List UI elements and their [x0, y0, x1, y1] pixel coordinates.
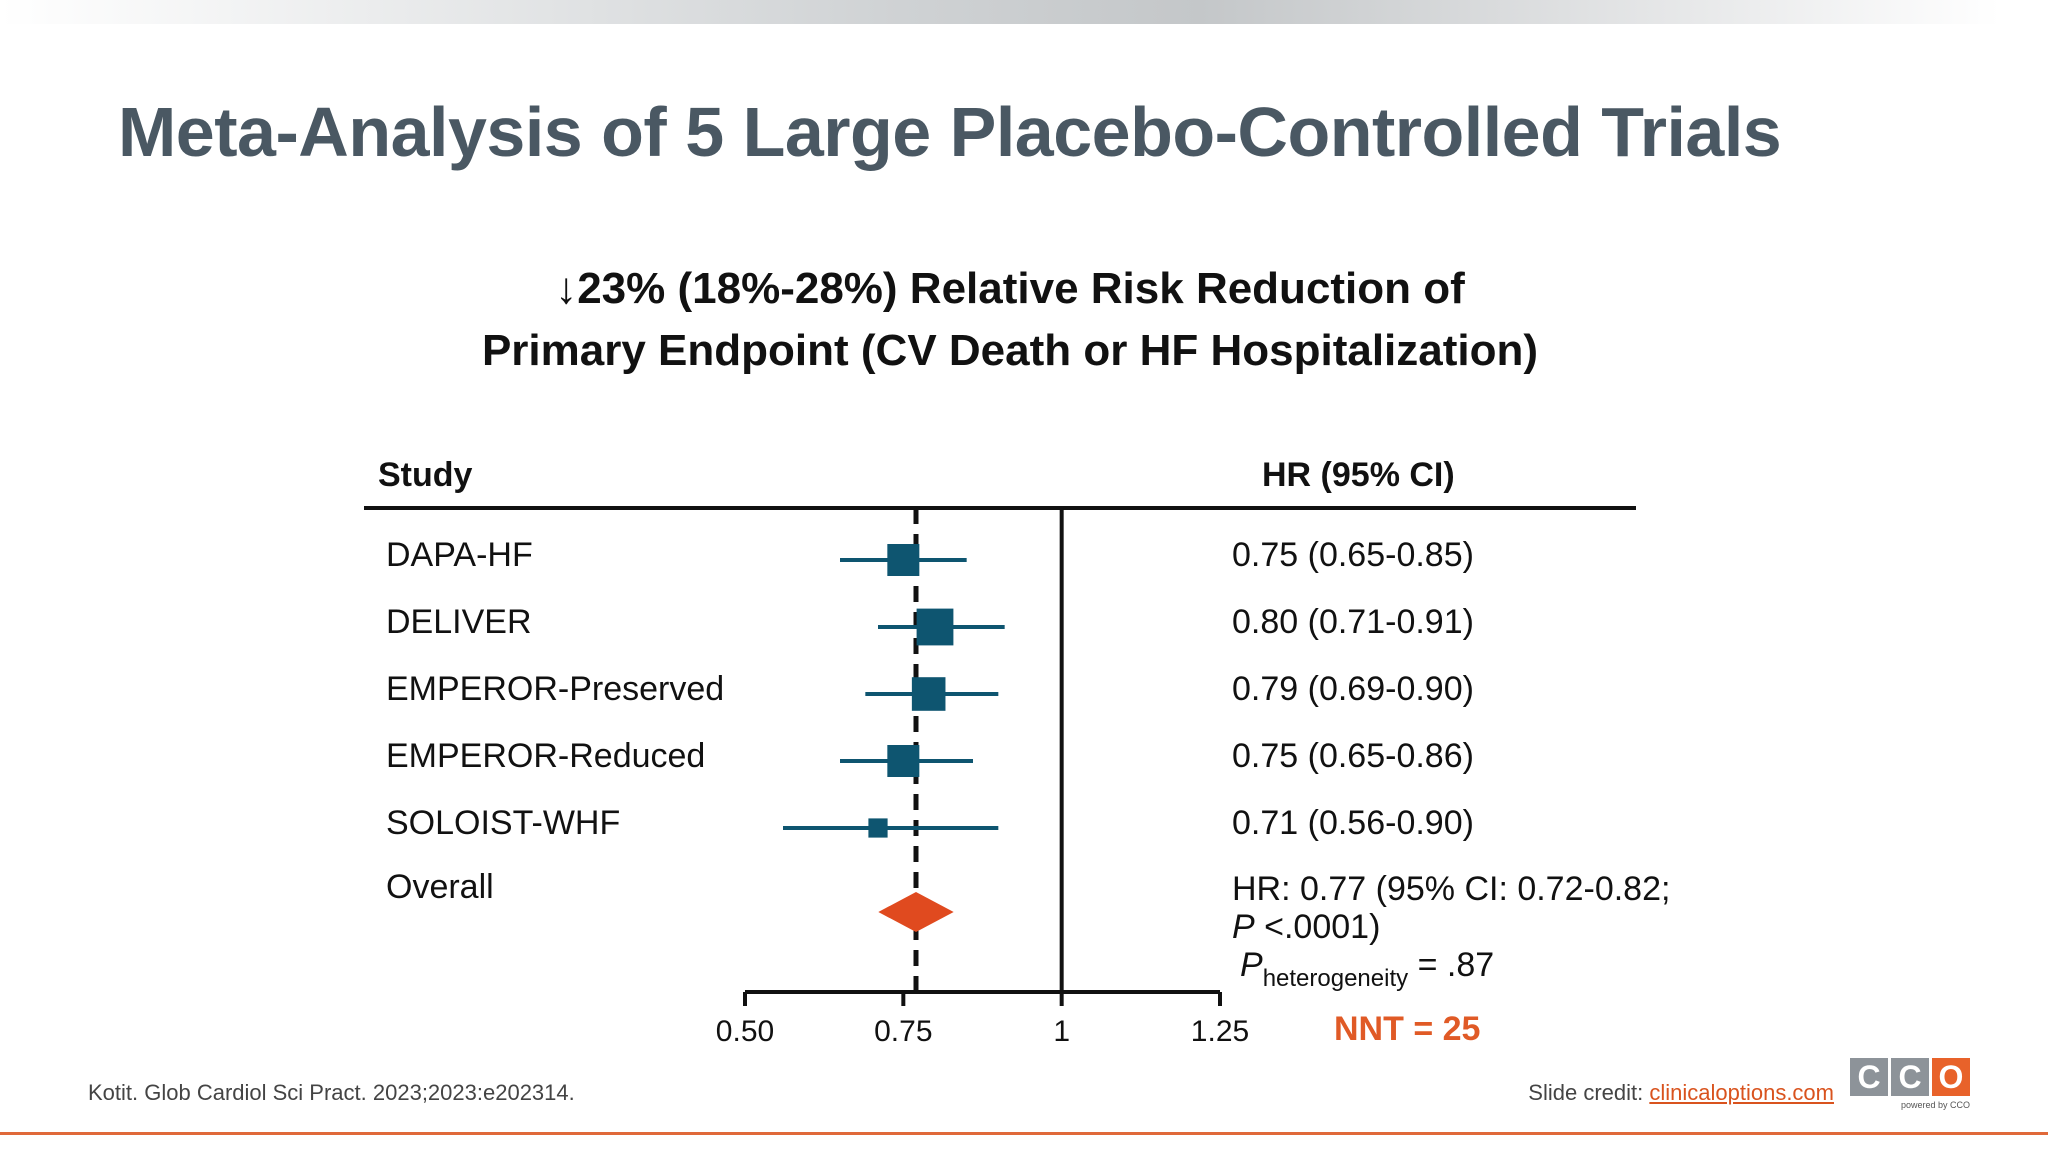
point-estimate-square — [911, 677, 946, 711]
bottom-accent-line — [0, 1132, 2048, 1135]
nnt-label: NNT = 25 — [1334, 1010, 1481, 1048]
overall-p-value: <.0001) — [1254, 908, 1381, 946]
overall-hr-line: HR: 0.77 (95% CI: 0.72-0.82; — [1232, 870, 1671, 908]
credit-link[interactable]: clinicaloptions.com — [1649, 1080, 1834, 1105]
x-tick-label: 1 — [1053, 1015, 1070, 1048]
credit-prefix: Slide credit: — [1528, 1080, 1650, 1105]
top-gradient-band — [0, 0, 2000, 24]
study-hr-ci: 0.79 (0.69-0.90) — [1232, 670, 1474, 708]
study-hr-ci: 0.75 (0.65-0.85) — [1232, 536, 1474, 574]
phet-subscript: heterogeneity — [1262, 965, 1409, 992]
subtitle-line-1: ↓23% (18%-28%) Relative Risk Reduction o… — [555, 264, 1465, 313]
study-column-header: Study — [378, 456, 473, 494]
slide-credit: Slide credit: clinicaloptions.com — [1528, 1080, 1834, 1106]
phet-italic: P — [1240, 946, 1263, 984]
study-hr-ci: 0.75 (0.65-0.86) — [1232, 737, 1474, 775]
overall-result: HR: 0.77 (95% CI: 0.72-0.82; P <.0001) — [1232, 870, 1670, 946]
study-markers — [783, 544, 1005, 838]
study-hr-ci: 0.80 (0.71-0.91) — [1232, 603, 1474, 641]
point-estimate-square — [916, 608, 954, 646]
x-tick-label: 1.25 — [1191, 1015, 1249, 1048]
overall-label: Overall — [386, 868, 494, 906]
phet-value: = .87 — [1408, 946, 1495, 984]
point-estimate-square — [887, 745, 920, 777]
overall-diamond — [878, 892, 954, 932]
logo-letter-o: O — [1932, 1058, 1970, 1096]
point-estimate-square — [887, 544, 920, 576]
overall-p-italic: P — [1232, 908, 1255, 946]
slide-title: Meta-Analysis of 5 Large Placebo-Control… — [118, 93, 1782, 171]
x-tick-label: 0.75 — [874, 1015, 932, 1048]
study-name: EMPEROR-Preserved — [386, 670, 725, 708]
p-heterogeneity: Pheterogeneity = .87 — [1240, 946, 1495, 992]
study-name: DELIVER — [386, 603, 532, 641]
citation: Kotit. Glob Cardiol Sci Pract. 2023;2023… — [88, 1080, 575, 1105]
x-axis: 0.50 0.75 1 1.25 — [716, 990, 1249, 1048]
logo-letter-c2: C — [1891, 1058, 1929, 1096]
study-name: DAPA-HF — [386, 536, 533, 574]
study-name: EMPEROR-Reduced — [386, 737, 706, 775]
x-tick-label: 0.50 — [716, 1015, 774, 1048]
subtitle-line-2: Primary Endpoint (CV Death or HF Hospita… — [481, 326, 1539, 375]
hr-column-header: HR (95% CI) — [1262, 456, 1455, 494]
cco-logo: C C O powered by CCO — [1850, 1058, 1974, 1110]
logo-letter-c1: C — [1850, 1058, 1888, 1096]
study-name: SOLOIST-WHF — [386, 804, 621, 842]
logo-tagline: powered by CCO — [1900, 1100, 1970, 1110]
study-hr-ci: 0.71 (0.56-0.90) — [1232, 804, 1474, 842]
point-estimate-square — [868, 818, 888, 838]
